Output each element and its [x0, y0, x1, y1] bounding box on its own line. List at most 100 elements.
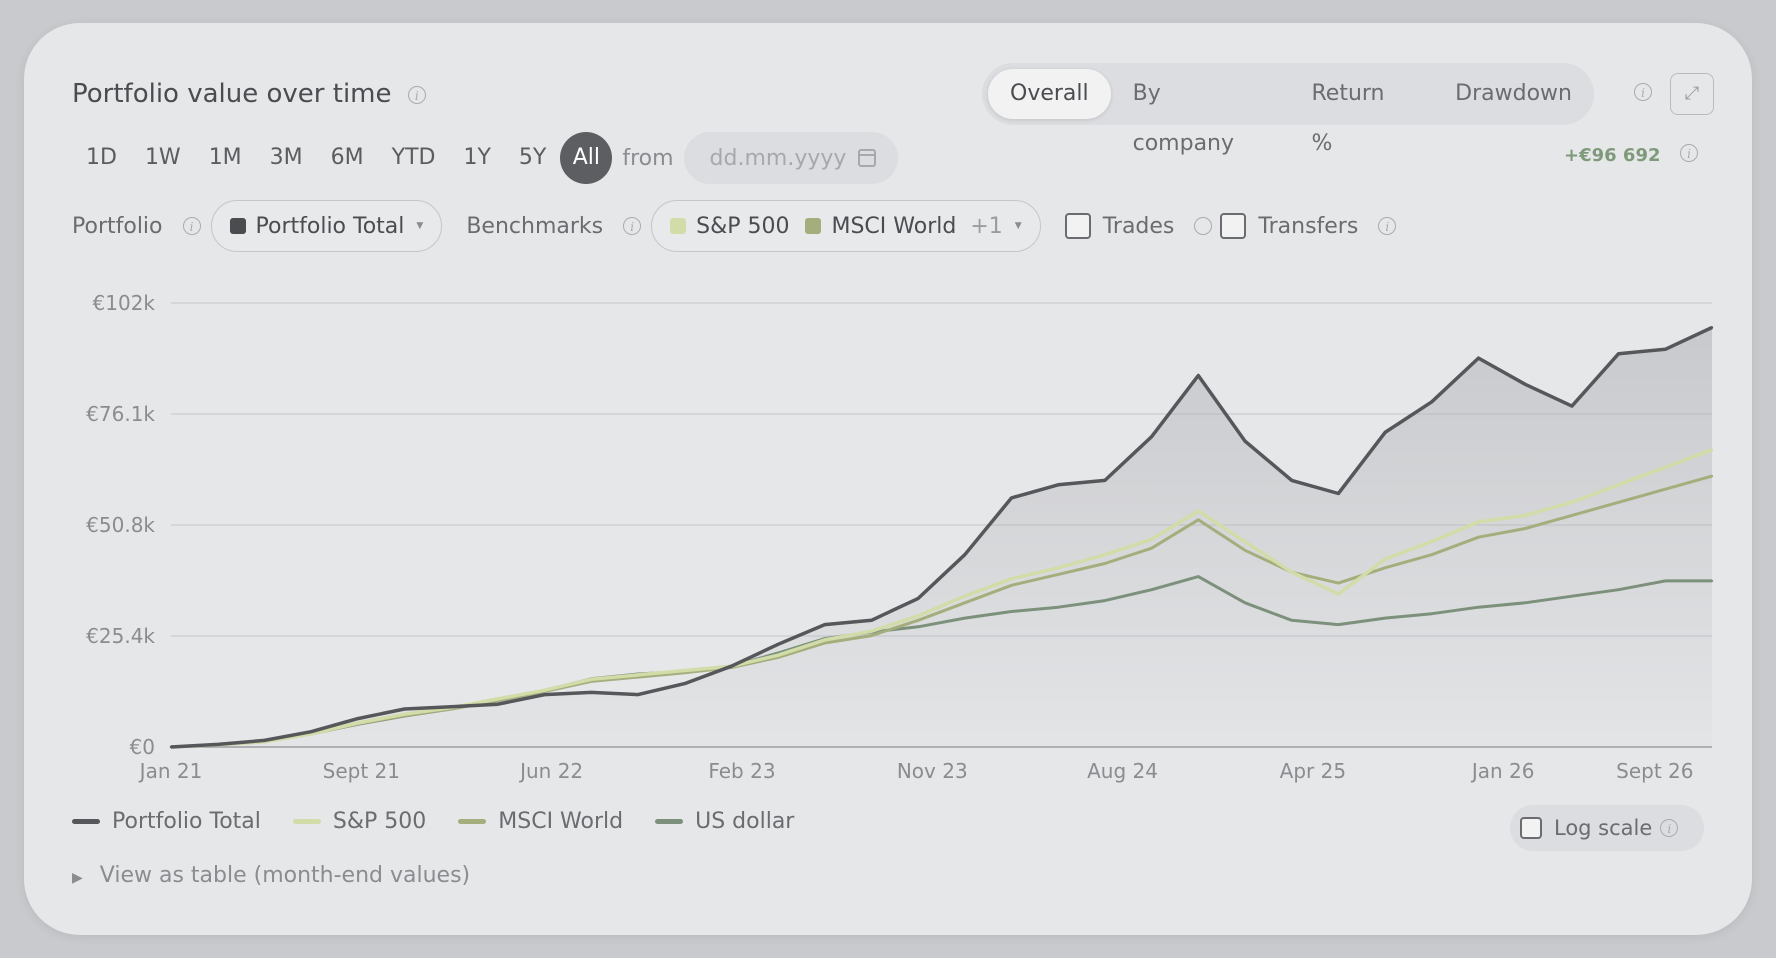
data-point — [1430, 540, 1434, 543]
chevron-down-icon: ▼ — [1014, 221, 1022, 231]
view-as-table-toggle[interactable]: ▶ View as table (month-end values) — [72, 863, 470, 888]
portfolio-select[interactable]: Portfolio Total ▼ — [210, 200, 443, 252]
data-point — [917, 625, 920, 628]
date-placeholder: dd.mm.yyyy — [709, 145, 847, 171]
data-point — [776, 654, 780, 657]
y-tick-label: €102k — [93, 291, 156, 315]
benchmarks-info-icon[interactable]: i — [623, 217, 642, 235]
portfolio-card: Portfolio value over time i Overall By c… — [24, 23, 1752, 935]
data-point — [1570, 514, 1574, 517]
range-ytd[interactable]: YTD — [391, 145, 436, 170]
trades-info-icon[interactable] — [1194, 217, 1213, 235]
range-1m[interactable]: 1M — [208, 145, 242, 170]
data-point — [1010, 577, 1013, 580]
data-point — [1477, 536, 1480, 539]
benchmarks-select[interactable]: S&P 500 MSCI World +1 ▼ — [651, 200, 1041, 252]
data-point — [636, 673, 640, 677]
log-scale-checkbox[interactable] — [1520, 817, 1542, 839]
data-point — [1150, 435, 1153, 438]
data-point — [309, 730, 313, 733]
range-6m[interactable]: 6M — [330, 145, 364, 170]
range-1w[interactable]: 1W — [144, 145, 181, 170]
y-tick-label: €50.8k — [86, 513, 155, 537]
data-point — [1243, 601, 1247, 604]
data-point — [1197, 575, 1200, 578]
filter-row: Portfolio i Portfolio Total ▼ Benchmarks… — [72, 200, 1397, 252]
data-point — [543, 693, 546, 696]
sp500-swatch — [670, 218, 687, 234]
tabs-info-icon[interactable]: i — [1634, 83, 1652, 101]
log-scale-toggle[interactable]: Log scale i — [1510, 805, 1704, 851]
log-scale-info-icon[interactable]: i — [1660, 819, 1679, 837]
range-1d[interactable]: 1D — [86, 145, 117, 170]
data-point — [636, 693, 640, 696]
legend-swatch — [458, 819, 487, 824]
data-point — [1057, 573, 1060, 576]
data-point — [1710, 474, 1714, 478]
data-point — [683, 682, 686, 685]
data-point — [1243, 439, 1247, 443]
info-icon[interactable]: i — [407, 85, 426, 104]
data-point — [169, 745, 173, 749]
data-point — [1570, 501, 1574, 504]
chart-title-row: Portfolio value over time i — [72, 79, 426, 109]
range-1y[interactable]: 1Y — [463, 145, 491, 170]
legend-item-portfolio[interactable]: Portfolio Total — [72, 809, 261, 834]
tab-overall[interactable]: Overall — [988, 69, 1111, 119]
legend-item-sp500[interactable]: S&P 500 — [292, 809, 426, 834]
range-selector: 1D 1W 1M 3M 6M YTD 1Y 5Y All from dd.mm.… — [72, 132, 898, 184]
benchmark-chip-msci: MSCI World — [831, 213, 957, 239]
data-point — [590, 691, 593, 694]
tab-return-pct[interactable]: Return % — [1311, 81, 1385, 156]
legend-swatch — [72, 819, 100, 824]
msci-swatch — [805, 218, 822, 234]
transfers-label: Transfers — [1258, 213, 1359, 239]
log-scale-label: Log scale — [1554, 816, 1653, 840]
gain-info-icon[interactable]: i — [1680, 144, 1698, 162]
data-point — [1010, 610, 1013, 613]
data-point — [496, 697, 500, 701]
data-point — [1710, 326, 1714, 329]
data-point — [1290, 479, 1293, 482]
data-point — [1150, 588, 1153, 591]
chevron-down-icon: ▼ — [416, 221, 424, 231]
range-all[interactable]: All — [560, 132, 613, 184]
data-point — [823, 638, 826, 642]
data-point — [870, 619, 873, 622]
data-point — [1290, 619, 1293, 622]
view-tabs: Overall By company Return % Drawdown — [982, 63, 1594, 156]
data-point — [963, 553, 966, 556]
data-point — [1197, 518, 1200, 521]
expand-icon[interactable]: ⤢ — [1670, 73, 1714, 115]
transfers-checkbox[interactable] — [1220, 213, 1247, 239]
portfolio-info-icon[interactable]: i — [182, 217, 201, 235]
data-point — [870, 630, 873, 633]
tab-by-company[interactable]: By company — [1132, 81, 1235, 156]
data-point — [1524, 601, 1527, 604]
benchmark-chip-sp500: S&P 500 — [696, 213, 790, 239]
benchmark-more: +1 — [970, 213, 1003, 239]
data-point — [1617, 483, 1620, 486]
data-point — [543, 689, 546, 692]
data-point — [1337, 623, 1340, 626]
y-tick-label: €25.4k — [86, 624, 155, 648]
from-date-input[interactable]: dd.mm.yyyy — [683, 132, 898, 184]
legend-item-usd[interactable]: US dollar — [655, 809, 794, 834]
data-point — [1617, 588, 1620, 591]
data-point — [1570, 404, 1574, 408]
transfers-info-icon[interactable]: i — [1378, 217, 1397, 235]
legend-item-msci[interactable]: MSCI World — [458, 809, 623, 834]
data-point — [1197, 509, 1200, 513]
portfolio-label: Portfolio — [72, 213, 163, 239]
calendar-icon[interactable] — [858, 149, 877, 167]
trades-checkbox[interactable] — [1064, 213, 1091, 239]
range-5y[interactable]: 5Y — [518, 145, 547, 170]
range-3m[interactable]: 3M — [269, 145, 303, 170]
x-tick-label: Nov 23 — [897, 759, 968, 783]
data-point — [1477, 356, 1480, 360]
trades-label: Trades — [1102, 213, 1175, 239]
data-point — [1710, 448, 1714, 451]
legend-label: Portfolio Total — [112, 809, 261, 834]
tab-drawdown[interactable]: Drawdown — [1455, 81, 1572, 106]
data-point — [1197, 374, 1200, 377]
